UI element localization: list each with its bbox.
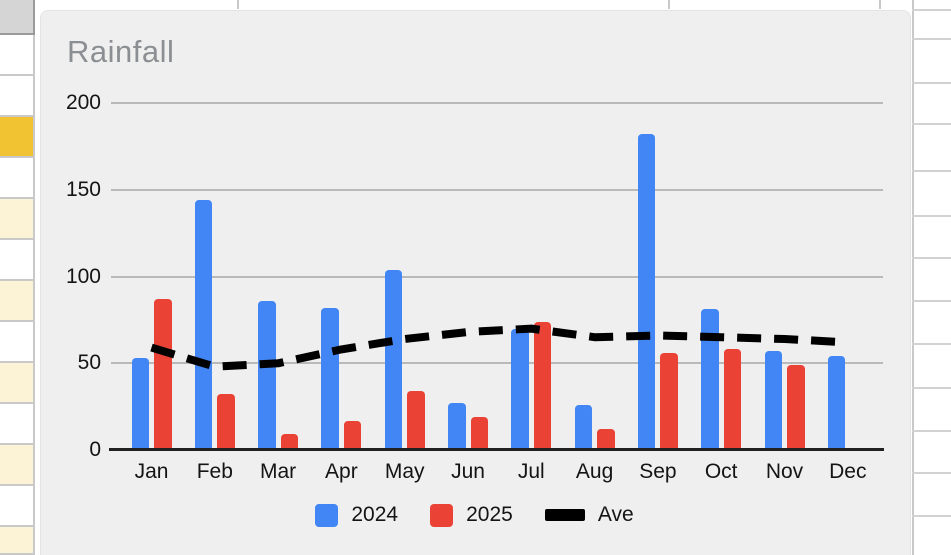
x-axis-month-label: Jun (451, 460, 485, 483)
x-axis-line (109, 448, 884, 451)
cell-border (912, 515, 951, 517)
chart-title: Rainfall (67, 34, 175, 69)
cell-border (912, 430, 951, 432)
y-axis-tick-label: 150 (65, 177, 101, 201)
cell-border (912, 343, 951, 345)
x-axis-month-label: May (384, 460, 425, 483)
bar-2024-may[interactable] (384, 269, 403, 450)
bar-2025-oct[interactable] (723, 349, 742, 450)
legend-label: 2025 (466, 503, 513, 526)
bar-2024-oct[interactable] (701, 309, 719, 450)
spreadsheet-cell[interactable] (0, 240, 35, 281)
spreadsheet-cell[interactable] (0, 117, 35, 158)
chart-card[interactable] (40, 10, 911, 555)
x-axis-month-label: Oct (704, 460, 738, 483)
y-gridline (111, 102, 883, 104)
bar-2024-jan[interactable] (131, 358, 149, 450)
spreadsheet-cell[interactable] (0, 404, 35, 445)
legend-line-swatch (544, 509, 585, 521)
bar-2024-dec[interactable] (827, 356, 846, 450)
cell-border (237, 0, 239, 9)
x-axis-month-label: Apr (325, 460, 358, 483)
spreadsheet-cell[interactable] (0, 158, 35, 199)
bar-2025-may[interactable] (407, 391, 425, 450)
chart-legend: 2024 2025 Ave (40, 501, 909, 529)
spreadsheet-cell[interactable] (0, 363, 35, 404)
spreadsheet-cell[interactable] (0, 281, 35, 322)
legend-item-ave: Ave (544, 503, 634, 527)
bar-2025-nov[interactable] (787, 364, 805, 450)
x-axis-month-label: Jul (517, 460, 545, 483)
cell-border (912, 300, 951, 302)
legend-square-swatch (315, 503, 339, 527)
bar-2024-mar[interactable] (258, 300, 276, 450)
cell-border (912, 123, 951, 125)
bar-2024-apr[interactable] (321, 307, 339, 450)
spreadsheet-cell[interactable] (0, 199, 35, 240)
bar-2025-mar[interactable] (280, 434, 299, 450)
x-axis-month-label: Jan (134, 460, 169, 483)
cell-border (912, 472, 951, 474)
legend-square-swatch (430, 503, 454, 527)
y-axis-tick-label: 100 (65, 264, 101, 288)
bar-2025-jan[interactable] (154, 299, 172, 450)
spreadsheet-cell[interactable] (0, 35, 35, 76)
legend-label: 2024 (351, 503, 399, 526)
bar-2025-jun[interactable] (470, 417, 488, 450)
cell-border (912, 9, 951, 11)
spreadsheet-cell[interactable] (0, 322, 35, 363)
cell-border (879, 0, 881, 9)
bar-2025-jul[interactable] (533, 321, 552, 450)
cell-border (912, 170, 951, 172)
legend-label: Ave (597, 503, 634, 526)
x-axis-month-label: Feb (196, 460, 233, 483)
cell-border (912, 82, 951, 84)
spreadsheet-cell[interactable] (0, 76, 35, 117)
x-axis-month-label: Mar (260, 460, 297, 483)
y-axis-tick-label: 200 (65, 91, 101, 114)
bar-2024-jul[interactable] (511, 328, 529, 450)
x-axis-month-label: Nov (765, 460, 804, 483)
bar-2025-sep[interactable] (660, 352, 678, 450)
cell-border (912, 215, 951, 217)
spreadsheet-cell[interactable] (0, 486, 35, 527)
bar-2024-nov[interactable] (764, 351, 782, 450)
cell-border (912, 387, 951, 389)
y-gridline (111, 275, 883, 278)
cell-border (912, 38, 951, 40)
bar-2024-feb[interactable] (194, 200, 213, 450)
x-axis-month-label: Sep (639, 460, 677, 483)
y-axis-tick-label: 0 (89, 438, 101, 461)
spreadsheet-cell[interactable] (0, 527, 35, 555)
x-axis-month-label: Dec (829, 460, 867, 483)
bar-2024-jun[interactable] (448, 403, 466, 450)
spreadsheet-cell[interactable] (0, 0, 35, 35)
legend-item-2024: 2024 (315, 503, 398, 527)
cell-border (912, 0, 914, 555)
y-axis-tick-label: 50 (77, 351, 101, 375)
bar-2025-aug[interactable] (597, 429, 615, 450)
x-axis-month-label: Aug (575, 460, 614, 483)
spreadsheet-cell[interactable] (0, 445, 35, 486)
bar-2025-feb[interactable] (217, 394, 235, 450)
bar-2024-sep[interactable] (637, 134, 656, 450)
cell-border (912, 257, 951, 259)
cell-border (668, 0, 670, 9)
y-gridline (111, 188, 883, 191)
bar-2024-aug[interactable] (574, 404, 593, 450)
legend-item-2025: 2025 (430, 503, 513, 527)
bar-2025-apr[interactable] (343, 420, 362, 450)
